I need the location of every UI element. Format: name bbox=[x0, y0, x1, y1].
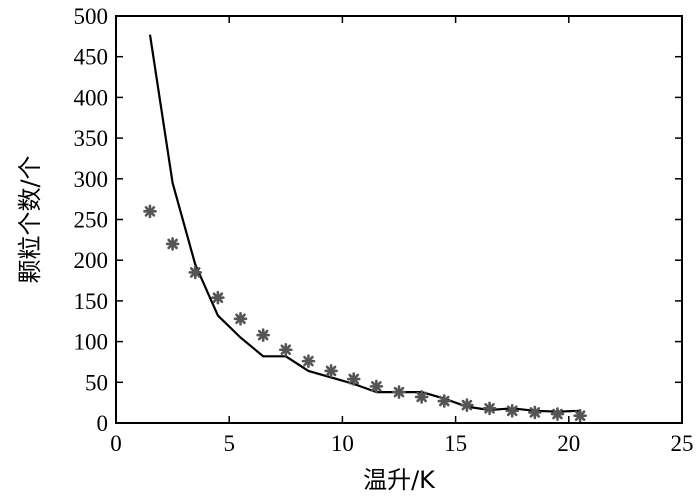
scatter-point bbox=[437, 394, 452, 408]
scatter-point bbox=[392, 385, 406, 399]
scatter-point bbox=[369, 379, 384, 394]
scatter-point bbox=[324, 364, 338, 378]
series-layer bbox=[143, 34, 587, 423]
scatter-point bbox=[143, 204, 157, 219]
y-tick-label: 350 bbox=[74, 126, 109, 151]
scatter-point bbox=[278, 342, 293, 357]
scatter-point bbox=[233, 312, 248, 326]
series-line-0 bbox=[148, 34, 581, 413]
scatter-point bbox=[460, 398, 474, 412]
x-tick-label: 15 bbox=[444, 431, 467, 456]
scatter-point bbox=[482, 401, 497, 416]
scatter-point bbox=[573, 408, 587, 423]
plot-frame bbox=[115, 15, 683, 424]
x-tick-label: 10 bbox=[331, 431, 354, 456]
scatter-point bbox=[256, 328, 270, 342]
x-tick-label: 0 bbox=[110, 431, 122, 456]
scatter-point bbox=[165, 237, 180, 251]
scatter-point bbox=[211, 290, 225, 305]
y-tick-label: 100 bbox=[74, 330, 109, 355]
x-tick-label: 20 bbox=[557, 431, 580, 456]
y-tick-label: 500 bbox=[74, 4, 109, 29]
x-tick-label: 5 bbox=[223, 431, 235, 456]
y-tick-label: 50 bbox=[85, 370, 108, 395]
y-tick-label: 300 bbox=[74, 167, 109, 192]
y-tick-label: 400 bbox=[74, 85, 109, 110]
scatter-point bbox=[528, 405, 542, 420]
x-axis-label: 温升/K bbox=[363, 466, 436, 494]
y-tick-label: 150 bbox=[74, 289, 109, 314]
scatter-point bbox=[188, 265, 203, 280]
scatter-point bbox=[505, 403, 520, 418]
y-tick-label: 450 bbox=[74, 45, 109, 70]
y-tick-label: 250 bbox=[74, 208, 109, 233]
y-tick-label: 200 bbox=[74, 248, 109, 273]
scatter-point bbox=[346, 372, 361, 386]
y-axis-label: 颗粒个数/个 bbox=[16, 155, 44, 283]
y-tick-label: 0 bbox=[97, 411, 109, 436]
scatter-point bbox=[550, 407, 565, 421]
scatter-point bbox=[301, 354, 316, 368]
x-tick-label: 25 bbox=[671, 431, 694, 456]
scatter-point bbox=[414, 390, 429, 404]
